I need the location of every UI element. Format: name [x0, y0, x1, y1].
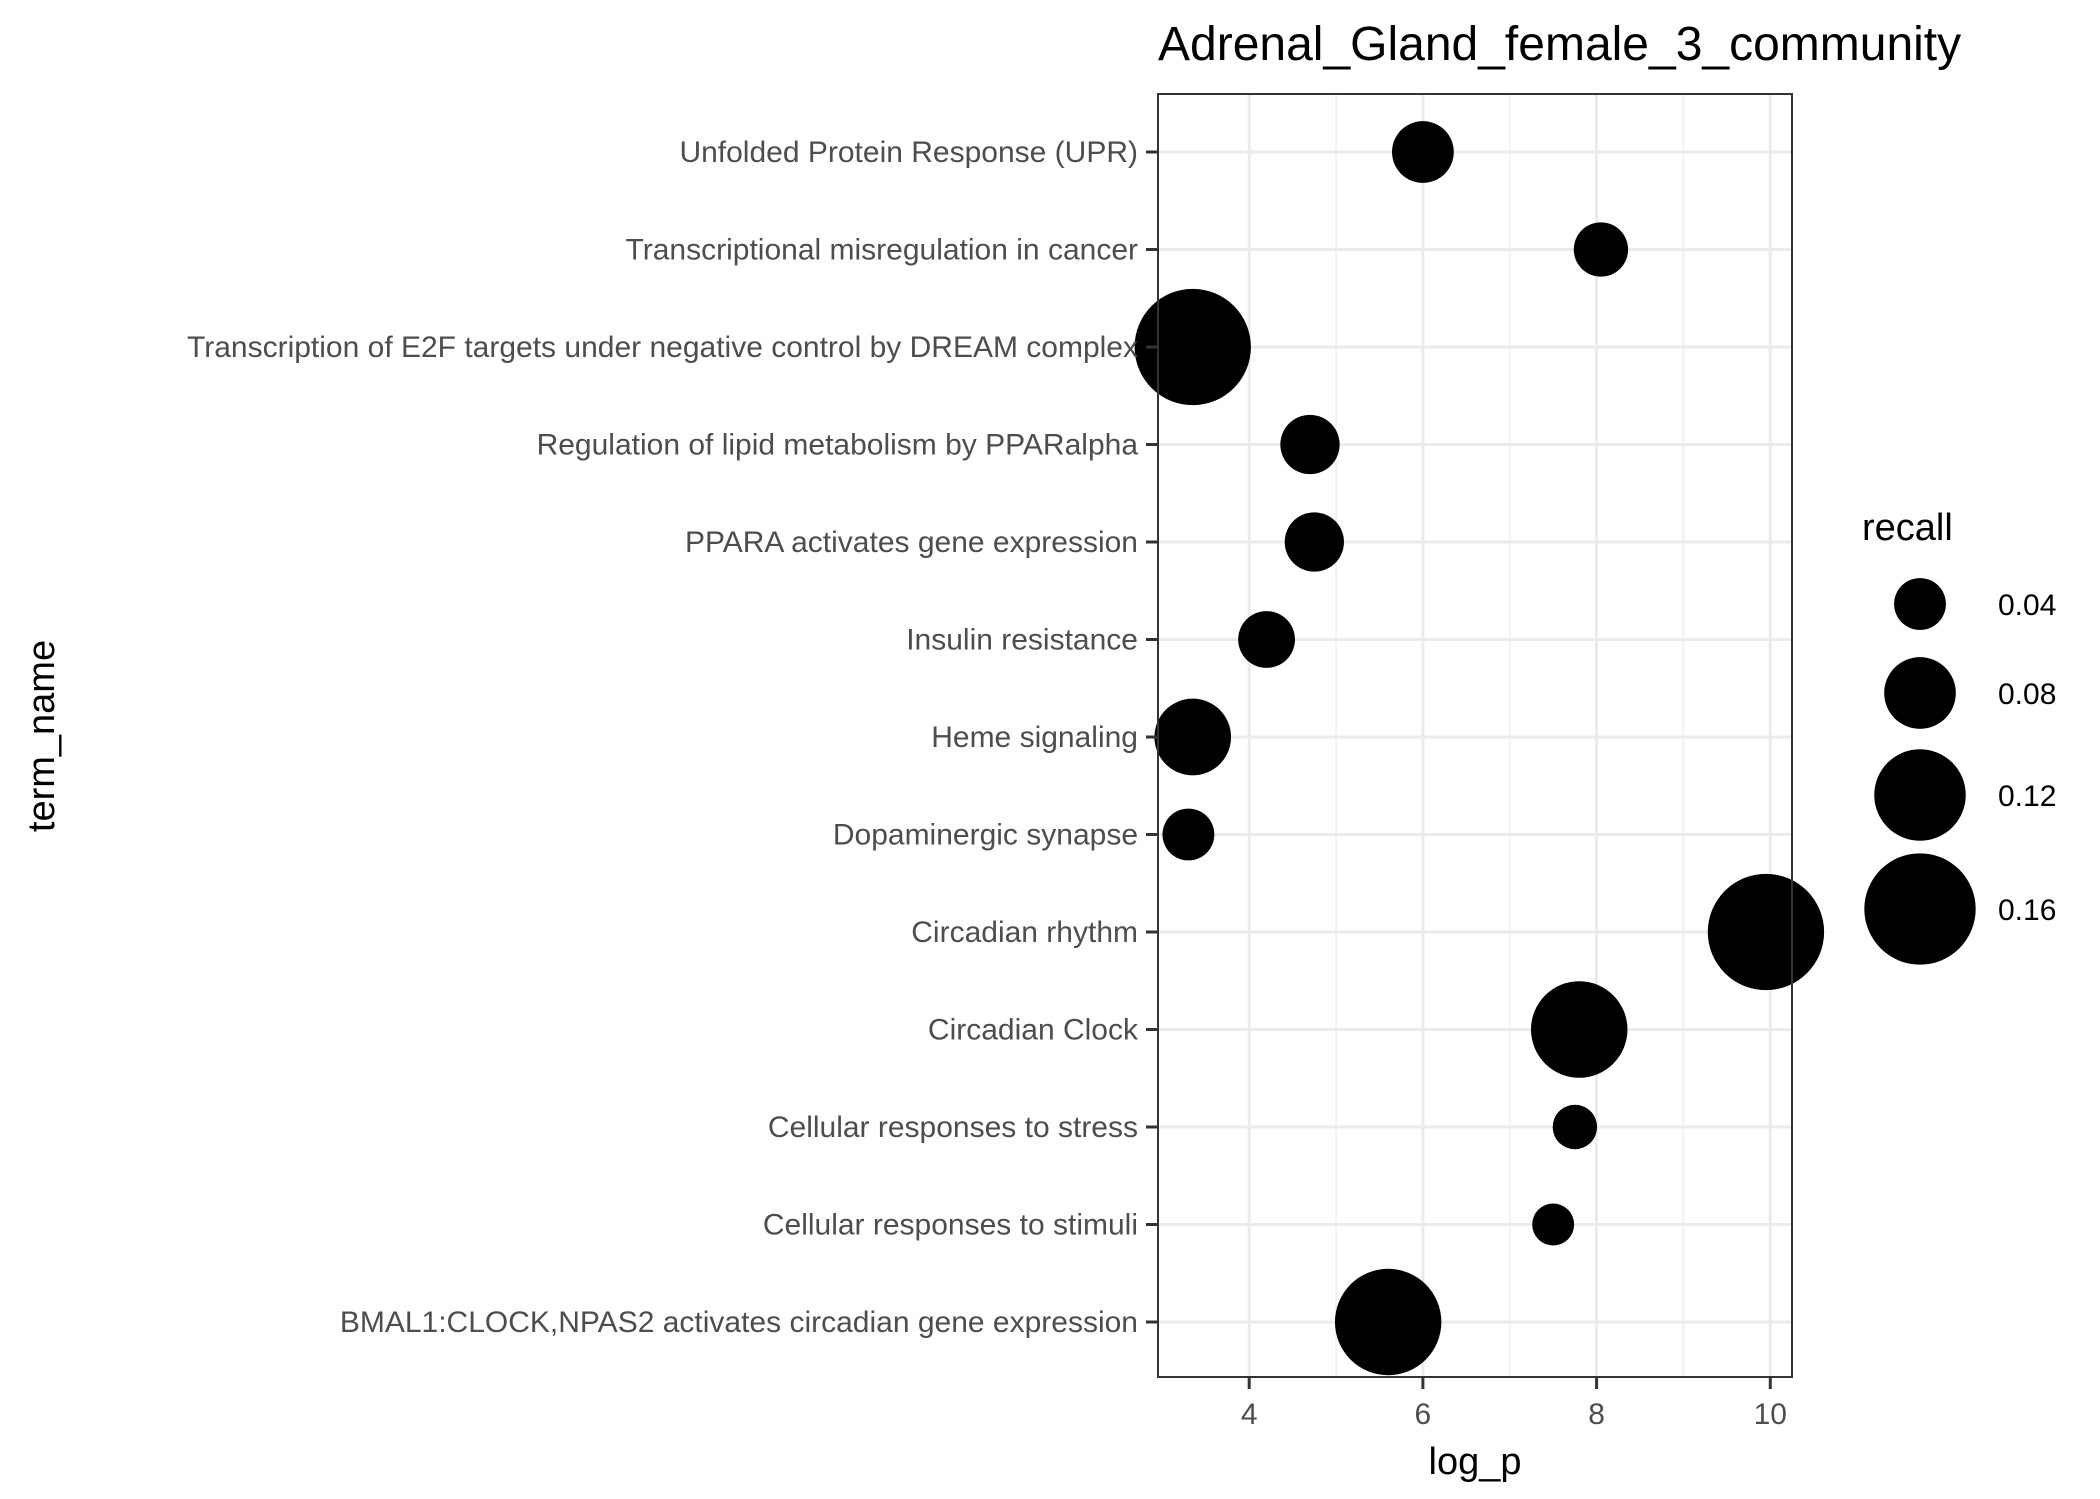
data-point: [1530, 981, 1628, 1078]
legend-key: [1864, 853, 1976, 965]
y-tick-label: Cellular responses to stimuli: [763, 1209, 1138, 1242]
y-tick-label: Circadian Clock: [928, 1014, 1139, 1047]
y-tick-label: Heme signaling: [931, 721, 1138, 754]
y-tick-label: Circadian rhythm: [911, 916, 1138, 949]
data-point: [1238, 611, 1295, 668]
x-axis: 4 6 8 10: [1241, 1377, 1787, 1431]
data-point: [1573, 222, 1629, 277]
y-tick-label: PPARA activates gene expression: [685, 526, 1138, 559]
data-point: [1532, 1203, 1575, 1246]
y-tick-label: Dopaminergic synapse: [833, 819, 1138, 852]
legend-key: [1874, 749, 1966, 841]
data-point: [1284, 512, 1344, 572]
x-axis-title: log_p: [1429, 1441, 1522, 1483]
y-tick-label: Transcription of E2F targets under negat…: [187, 331, 1138, 364]
y-tick-label: Cellular responses to stress: [768, 1111, 1138, 1144]
data-point: [1552, 1104, 1598, 1150]
x-tick-label: 8: [1588, 1398, 1605, 1431]
data-point: [1162, 808, 1215, 861]
y-axis-title: term_name: [21, 640, 63, 832]
grid: [1158, 94, 1792, 1377]
x-tick-label: 4: [1241, 1398, 1258, 1431]
legend-title: recall: [1862, 507, 1953, 549]
y-tick-label: Unfolded Protein Response (UPR): [679, 136, 1138, 169]
x-tick-label: 6: [1415, 1398, 1432, 1431]
y-tick-label: Transcriptional misregulation in cancer: [626, 234, 1138, 267]
legend-label: 0.08: [1998, 678, 2056, 711]
data-point: [1334, 1268, 1442, 1376]
data-point: [1392, 121, 1454, 183]
legend-label: 0.12: [1998, 780, 2056, 813]
y-axis: BMAL1:CLOCK,NPAS2 activates circadian ge…: [187, 136, 1158, 1339]
y-tick-label: Regulation of lipid metabolism by PPARal…: [537, 429, 1139, 462]
data-points: [1134, 121, 1825, 1376]
data-point: [1154, 698, 1232, 776]
data-point: [1134, 288, 1251, 406]
legend-key: [1894, 578, 1946, 630]
data-point: [1707, 873, 1825, 991]
y-tick-label: BMAL1:CLOCK,NPAS2 activates circadian ge…: [340, 1306, 1138, 1339]
legend-label: 0.16: [1998, 894, 2056, 927]
x-tick-label: 10: [1754, 1398, 1787, 1431]
y-tick-label: Insulin resistance: [906, 624, 1138, 657]
legend-key: [1884, 657, 1956, 729]
size-legend: recall 0.04 0.08 0.12 0.16: [1862, 507, 2056, 965]
legend-label: 0.04: [1998, 589, 2056, 622]
chart-title: Adrenal_Gland_female_3_community: [1158, 18, 1961, 71]
data-point: [1280, 414, 1340, 475]
